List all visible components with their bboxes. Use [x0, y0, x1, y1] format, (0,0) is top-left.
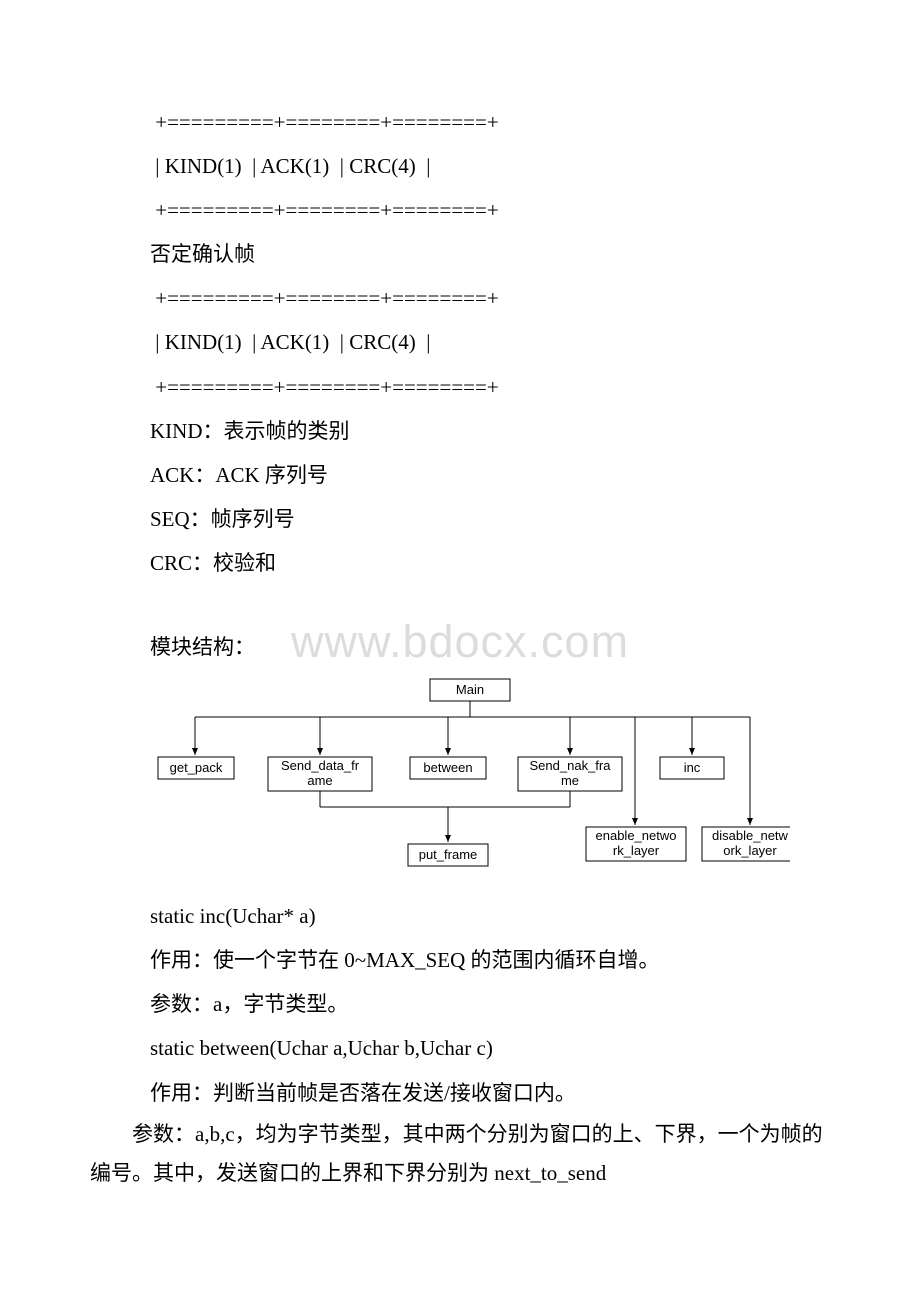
def-crc: CRC：校验和 — [90, 541, 830, 585]
frame1-border-bottom: +=========+========+========+ — [90, 188, 830, 232]
neg-ack-title: 否定确认帧 — [90, 232, 830, 276]
document-content: +=========+========+========+ | KIND(1) … — [90, 100, 830, 1194]
module-structure-label: 模块结构： — [90, 625, 830, 669]
diagram-enable-1: enable_netwo — [596, 828, 677, 843]
diagram-send-data-2: ame — [307, 773, 332, 788]
frame1-border-top: +=========+========+========+ — [90, 100, 830, 144]
func1-purpose: 作用：使一个字节在 0~MAX_SEQ 的范围内循环自增。 — [90, 938, 830, 982]
diagram-send-data-1: Send_data_fr — [281, 758, 360, 773]
frame2-row: | KIND(1) | ACK(1) | CRC(4) | — [90, 320, 830, 364]
def-ack: ACK：ACK 序列号 — [90, 453, 830, 497]
diagram-between: between — [423, 760, 472, 775]
diagram-main: Main — [456, 682, 484, 697]
diagram-send-nak-2: me — [561, 773, 579, 788]
diagram-disable-2: ork_layer — [723, 843, 777, 858]
func1-sig: static inc(Uchar* a) — [90, 894, 830, 938]
diagram-disable-1: disable_netw — [712, 828, 788, 843]
def-kind: KIND：表示帧的类别 — [90, 409, 830, 453]
func2-purpose: 作用：判断当前帧是否落在发送/接收窗口内。 — [90, 1071, 830, 1115]
diagram-send-nak-1: Send_nak_fra — [530, 758, 612, 773]
diagram-svg: Main get_pack Send_data_fr ame — [150, 677, 790, 877]
diagram-get-pack: get_pack — [170, 760, 223, 775]
def-seq: SEQ：帧序列号 — [90, 497, 830, 541]
func1-params: 参数：a，字节类型。 — [90, 982, 830, 1026]
frame2-border-top: +=========+========+========+ — [90, 276, 830, 320]
frame2-border-bottom: +=========+========+========+ — [90, 365, 830, 409]
diagram-enable-2: rk_layer — [613, 843, 660, 858]
diagram-inc: inc — [684, 760, 701, 775]
module-diagram: Main get_pack Send_data_fr ame — [150, 677, 790, 882]
frame1-row: | KIND(1) | ACK(1) | CRC(4) | — [90, 144, 830, 188]
func2-sig: static between(Uchar a,Uchar b,Uchar c) — [90, 1026, 830, 1070]
func2-params: 参数：a,b,c，均为字节类型，其中两个分别为窗口的上、下界，一个为帧的编号。其… — [90, 1115, 830, 1195]
diagram-put-frame: put_frame — [419, 847, 478, 862]
